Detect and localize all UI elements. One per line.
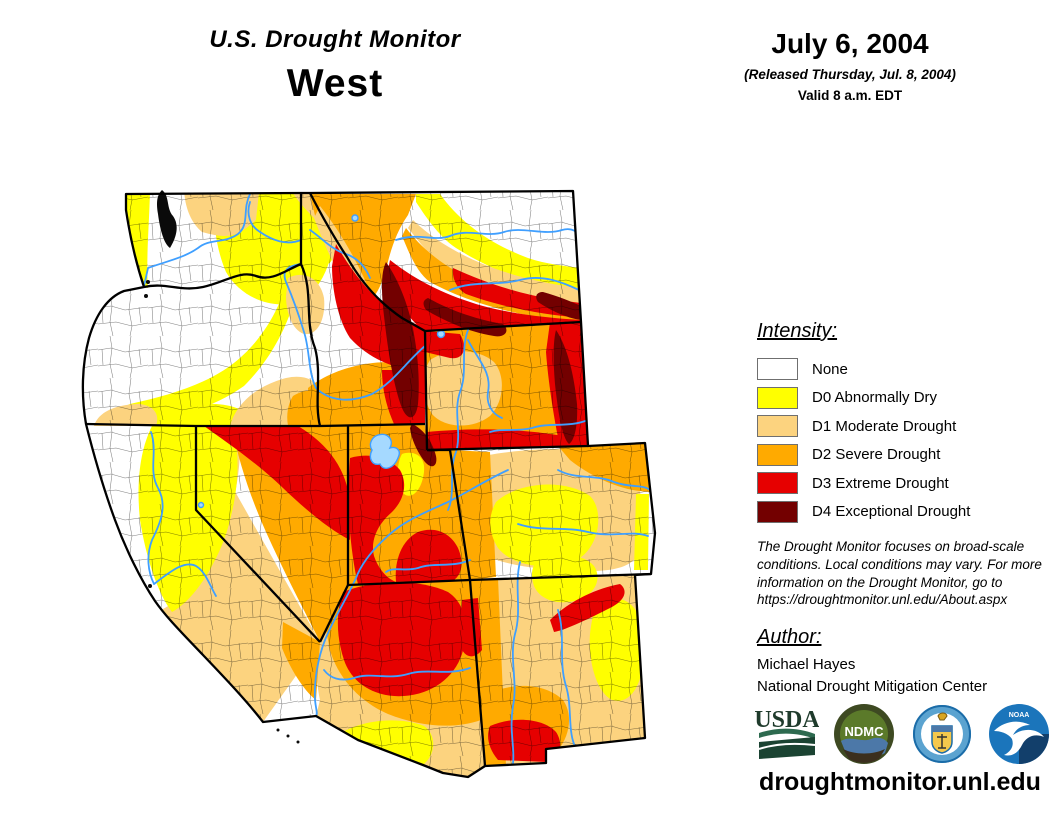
- noaa-logo: NOAA: [987, 702, 1051, 766]
- author-name: Michael Hayes: [757, 656, 856, 673]
- legend-label: D2 Severe Drought: [812, 446, 941, 464]
- noaa-logo-text: NOAA: [1009, 712, 1030, 719]
- ndmc-logo-text: NDMC: [845, 724, 885, 739]
- swatch-d0: [757, 386, 798, 409]
- footer-url: droughtmonitor.unl.edu: [759, 768, 1041, 796]
- legend-item-d2: D2 Severe Drought: [757, 441, 1052, 470]
- swatch-d2: [757, 443, 798, 466]
- valid-time: Valid 8 a.m. EDT: [797, 88, 903, 103]
- released-date: (Released Thursday, Jul. 8, 2004): [744, 67, 956, 82]
- legend-label: None: [812, 360, 848, 378]
- legend-label: D0 Abnormally Dry: [812, 389, 938, 407]
- usda-logo: USDA: [755, 702, 819, 766]
- drought-map: [78, 163, 698, 813]
- ndmc-logo: NDMC: [832, 702, 896, 766]
- title-block: U.S. Drought Monitor West: [165, 26, 505, 106]
- page-title: U.S. Drought Monitor: [209, 26, 461, 53]
- rivers: [143, 193, 651, 764]
- legend-label: D4 Exceptional Drought: [812, 503, 971, 521]
- disclaimer-text: The Drought Monitor focuses on broad-sca…: [757, 539, 1042, 608]
- legend-label: D3 Extreme Drought: [812, 474, 949, 492]
- legend-heading: Intensity:: [757, 320, 838, 342]
- legend-label: D1 Moderate Drought: [812, 417, 957, 435]
- swatch-d4: [757, 500, 798, 523]
- legend: Intensity: None D0 Abnormally Dry D1 Mod…: [757, 320, 1052, 526]
- map-date: July 6, 2004: [771, 28, 929, 59]
- legend-item-d1: D1 Moderate Drought: [757, 412, 1052, 441]
- legend-item-none: None: [757, 355, 1052, 384]
- puget-sound: [144, 190, 300, 744]
- date-block: July 6, 2004 (Released Thursday, Jul. 8,…: [715, 28, 985, 103]
- legend-item-d0: D0 Abnormally Dry: [757, 384, 1052, 413]
- swatch-d3: [757, 472, 798, 495]
- legend-item-d3: D3 Extreme Drought: [757, 469, 1052, 498]
- state-borders: [81, 189, 657, 779]
- author-heading: Author:: [757, 626, 822, 648]
- region-title: West: [286, 62, 384, 105]
- great-salt-lake: [197, 214, 446, 509]
- doc-logo: [910, 702, 974, 766]
- logo-row: USDA NDMC: [755, 702, 1051, 766]
- swatch-d1: [757, 415, 798, 438]
- author-organization: National Drought Mitigation Center: [757, 678, 988, 695]
- legend-item-d4: D4 Exceptional Drought: [757, 498, 1052, 527]
- swatch-none: [757, 358, 798, 381]
